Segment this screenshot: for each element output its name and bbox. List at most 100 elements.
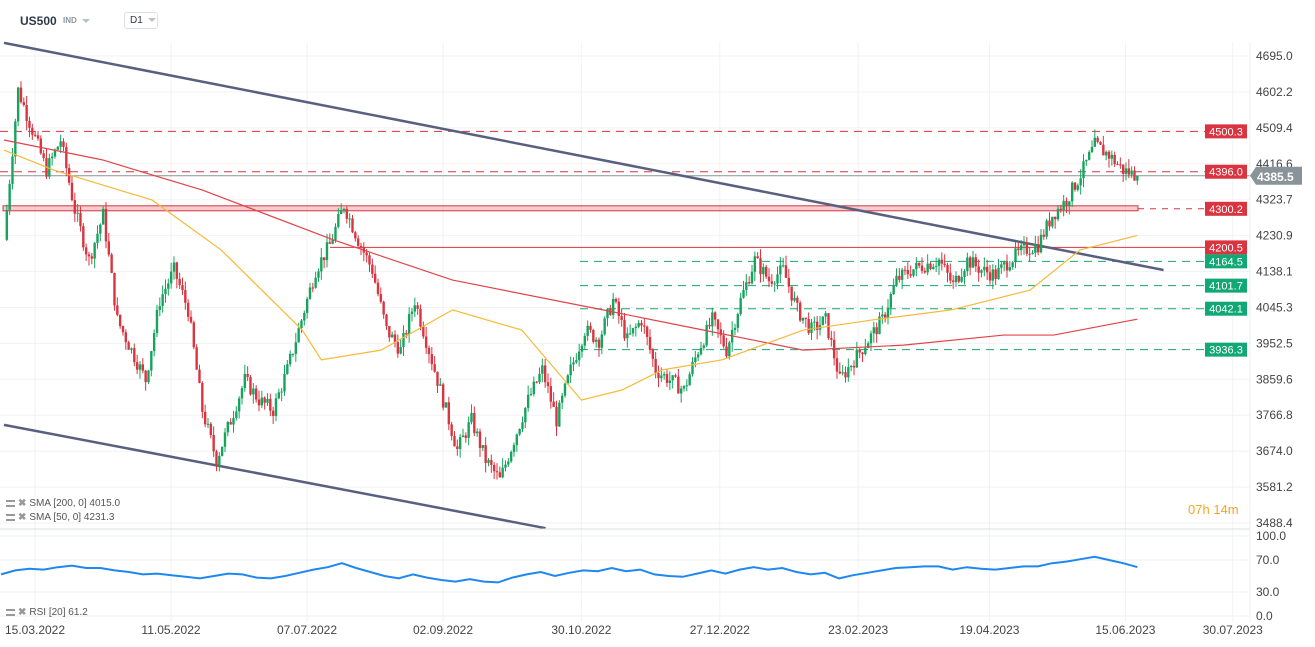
candle-body xyxy=(790,286,793,301)
candle-body xyxy=(781,265,785,267)
countdown-minutes: 14m xyxy=(1213,502,1239,517)
candle-body xyxy=(127,342,130,350)
candle-body xyxy=(441,384,445,408)
candle-body xyxy=(966,257,969,272)
moving-averages xyxy=(3,139,1138,401)
candle-body xyxy=(305,298,309,313)
candle-body xyxy=(490,460,493,465)
candle-body xyxy=(116,305,119,315)
candle-body xyxy=(1062,200,1065,210)
rsi-tick-label: 30.0 xyxy=(1256,585,1280,599)
candle-body xyxy=(436,371,439,386)
level-badge xyxy=(1205,124,1247,139)
candle-body xyxy=(212,434,215,452)
candle-body xyxy=(787,277,791,287)
candle-body xyxy=(739,297,742,315)
settings-icon[interactable] xyxy=(6,499,15,507)
settings-icon[interactable] xyxy=(6,513,15,521)
rsi-legend[interactable]: ✖ RSI [20] 61.2 xyxy=(6,607,88,618)
candle-body xyxy=(1087,152,1091,160)
candle-body xyxy=(509,451,513,462)
candle-body xyxy=(614,298,618,302)
candle-body xyxy=(124,332,128,343)
trendline xyxy=(3,41,1164,272)
candle-body xyxy=(957,275,961,282)
candle-body xyxy=(810,322,813,334)
sma200-legend[interactable]: ✖ SMA [200, 0] 4015.0 xyxy=(6,498,120,509)
candle-body xyxy=(303,312,306,321)
candle-body xyxy=(600,334,604,348)
candle-body xyxy=(42,153,45,158)
candle-body xyxy=(1124,168,1128,174)
candle-body xyxy=(1039,234,1043,253)
candle-body xyxy=(679,388,683,394)
candle-body xyxy=(36,135,40,139)
market-type-dropdown[interactable]: IND xyxy=(63,16,90,25)
candle-body xyxy=(450,424,453,436)
candle-body xyxy=(606,308,609,319)
candle-body xyxy=(62,141,65,147)
candle-body xyxy=(84,247,88,255)
candle-body xyxy=(424,336,428,348)
candle-body xyxy=(920,265,924,271)
sma50-label: SMA [50, 0] 4231.3 xyxy=(29,512,115,523)
close-icon[interactable]: ✖ xyxy=(18,607,27,618)
candle-body xyxy=(532,381,536,395)
level-label: 4500.3 xyxy=(1209,126,1243,138)
candle-body xyxy=(677,376,680,394)
date-tick-label: 30.10.2022 xyxy=(551,623,611,637)
candle-body xyxy=(566,375,570,384)
candle-body xyxy=(855,349,859,368)
candle-body xyxy=(1079,178,1082,186)
timeframe-select[interactable]: D1 xyxy=(124,12,158,29)
candle-body xyxy=(558,402,561,427)
candle-body xyxy=(963,271,966,277)
candle-body xyxy=(28,120,31,128)
candle-body xyxy=(779,265,782,275)
candle-body xyxy=(226,421,230,433)
candle-body xyxy=(507,461,510,465)
candle-body xyxy=(118,314,122,327)
candle-body xyxy=(827,313,830,339)
sma50-legend[interactable]: ✖ SMA [50, 0] 4231.3 xyxy=(6,512,114,523)
candle-countdown: 07h 14m xyxy=(1188,502,1239,517)
candle-body xyxy=(767,276,771,282)
close-icon[interactable]: ✖ xyxy=(18,498,27,509)
candle-body xyxy=(1031,252,1034,254)
candle-body xyxy=(1085,159,1088,162)
candle-body xyxy=(385,314,388,327)
candle-body xyxy=(949,272,952,281)
candle-body xyxy=(96,233,99,243)
candle-body xyxy=(155,309,159,334)
candle-body xyxy=(572,362,575,365)
candle-body xyxy=(206,423,210,425)
candle-body xyxy=(269,398,272,411)
candle-body xyxy=(320,257,323,272)
candle-body xyxy=(535,381,538,383)
candle-body xyxy=(90,256,94,259)
level-badge xyxy=(1205,240,1247,255)
candle-body xyxy=(643,325,646,327)
candle-body xyxy=(764,267,768,277)
candle-body xyxy=(1090,146,1094,153)
candle-body xyxy=(73,200,77,214)
candle-body xyxy=(713,312,717,320)
candle-body xyxy=(759,258,762,275)
settings-icon[interactable] xyxy=(6,608,15,616)
candle-body xyxy=(898,275,901,280)
level-label: 4396.0 xyxy=(1209,167,1243,179)
candle-body xyxy=(753,256,757,272)
candle-body xyxy=(1133,170,1136,181)
candle-body xyxy=(835,358,839,372)
candle-body xyxy=(597,339,601,348)
candle-body xyxy=(70,182,74,201)
candle-body xyxy=(577,351,581,361)
candle-body xyxy=(354,232,357,239)
candle-body xyxy=(405,332,408,335)
candle-body xyxy=(419,308,422,327)
candle-body xyxy=(8,183,11,211)
close-icon[interactable]: ✖ xyxy=(18,512,27,523)
candle-body xyxy=(232,417,235,425)
candle-body xyxy=(325,242,329,261)
